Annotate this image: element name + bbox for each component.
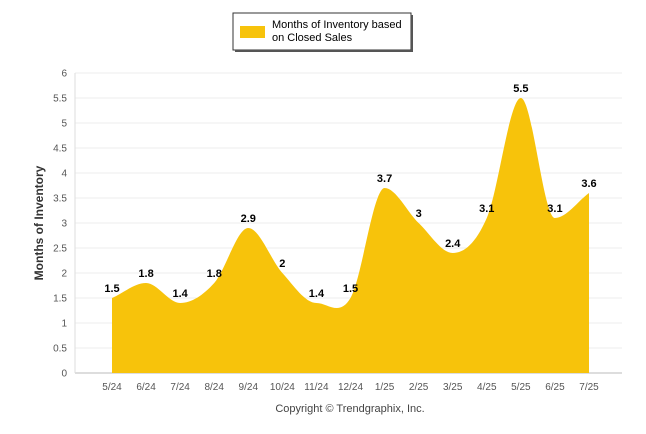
data-label: 1.5 bbox=[104, 283, 119, 295]
grid-lines bbox=[74, 72, 622, 374]
x-tick-label: 2/25 bbox=[409, 382, 429, 393]
data-label: 3.7 bbox=[377, 173, 392, 185]
data-label: 1.8 bbox=[138, 268, 153, 280]
copyright-credit: Copyright © Trendgraphix, Inc. bbox=[275, 403, 424, 415]
legend: Months of Inventory based on Closed Sale… bbox=[232, 12, 413, 52]
y-tick-label: 4 bbox=[61, 169, 67, 180]
series-area-shape bbox=[112, 98, 589, 373]
x-axis-ticks: 5/24 6/24 7/24 8/24 9/24 10/24 11/24 12/24 1/25 2… bbox=[102, 382, 599, 393]
x-tick-label: 7/25 bbox=[579, 382, 599, 393]
data-label: 2.4 bbox=[445, 238, 461, 250]
y-tick-label: 4.5 bbox=[53, 144, 67, 155]
y-tick-label: 5.5 bbox=[53, 94, 67, 105]
legend-box-shadow bbox=[411, 15, 413, 52]
y-tick-label: 3 bbox=[61, 219, 67, 230]
data-label: 2.9 bbox=[241, 213, 256, 225]
data-label: 1.5 bbox=[343, 283, 358, 295]
y-tick-label: 3.5 bbox=[53, 194, 67, 205]
x-tick-label: 1/25 bbox=[375, 382, 395, 393]
legend-label-line2: on Closed Sales bbox=[272, 32, 353, 44]
data-label: 1.8 bbox=[207, 268, 222, 280]
y-tick-label: 0 bbox=[61, 369, 67, 380]
y-axis-title: Months of Inventory bbox=[32, 165, 46, 280]
legend-swatch bbox=[240, 26, 265, 38]
y-tick-label: 5 bbox=[61, 119, 67, 130]
legend-label-line1: Months of Inventory based bbox=[272, 19, 402, 31]
x-tick-label: 9/24 bbox=[239, 382, 259, 393]
x-tick-label: 11/24 bbox=[304, 382, 329, 393]
x-tick-label: 8/24 bbox=[204, 382, 224, 393]
data-labels: 1.5 1.8 1.4 1.8 2.9 2 1.4 1.5 3.7 3 2.4 3.1 5.5 3.1 3.… bbox=[104, 83, 596, 300]
x-tick-label: 12/24 bbox=[338, 382, 363, 393]
data-label: 3 bbox=[416, 208, 422, 220]
x-tick-label: 5/24 bbox=[102, 382, 122, 393]
y-tick-label: 6 bbox=[61, 69, 67, 80]
data-label: 1.4 bbox=[172, 288, 188, 300]
y-tick-label: 1 bbox=[61, 319, 67, 330]
series-area bbox=[112, 98, 589, 373]
y-axis-ticks: 0 0.5 1 1.5 2 2.5 3 3.5 4 4.5 5 5.5 6 bbox=[53, 69, 67, 380]
x-tick-label: 6/25 bbox=[545, 382, 565, 393]
x-tick-label: 7/24 bbox=[170, 382, 190, 393]
y-tick-label: 1.5 bbox=[53, 294, 67, 305]
y-tick-label: 2 bbox=[61, 269, 67, 280]
legend-box-shadow-bottom bbox=[235, 50, 413, 52]
x-tick-label: 10/24 bbox=[270, 382, 295, 393]
data-label: 3.6 bbox=[581, 178, 596, 190]
data-label: 2 bbox=[279, 258, 285, 270]
data-label: 1.4 bbox=[309, 288, 325, 300]
x-tick-label: 3/25 bbox=[443, 382, 463, 393]
data-label: 3.1 bbox=[547, 203, 562, 215]
y-tick-label: 2.5 bbox=[53, 244, 67, 255]
y-tick-label: 0.5 bbox=[53, 344, 67, 355]
x-tick-label: 6/24 bbox=[136, 382, 156, 393]
x-tick-label: 4/25 bbox=[477, 382, 497, 393]
data-label: 3.1 bbox=[479, 203, 494, 215]
x-tick-label: 5/25 bbox=[511, 382, 531, 393]
data-label: 5.5 bbox=[513, 83, 528, 95]
